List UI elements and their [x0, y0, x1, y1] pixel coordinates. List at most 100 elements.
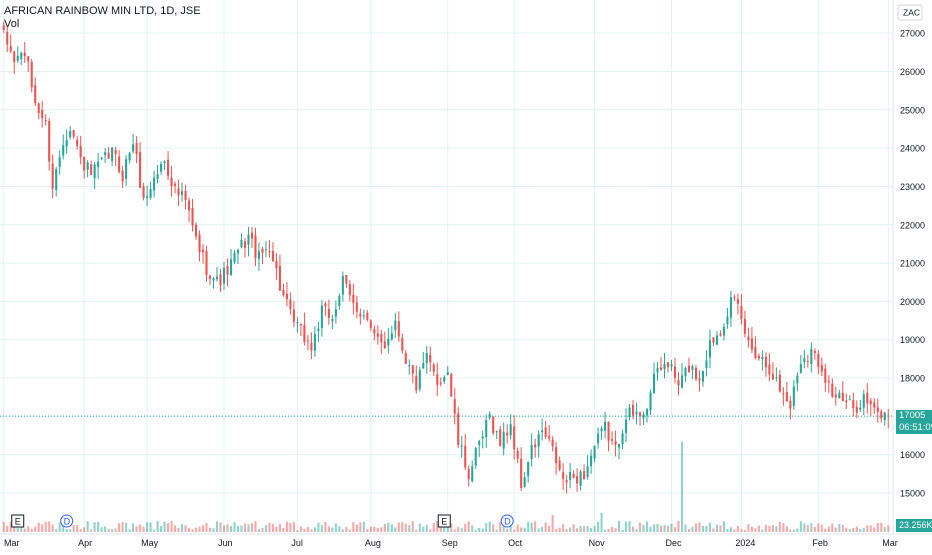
candle [607, 421, 610, 452]
candle [222, 261, 226, 290]
candle [320, 300, 323, 337]
volume-bar [247, 524, 250, 532]
candle [799, 355, 802, 374]
candle-body [495, 431, 498, 433]
candle [404, 350, 407, 364]
volume-bar [41, 524, 44, 532]
candle-body [194, 224, 198, 237]
candle [831, 378, 834, 398]
candle-body [187, 200, 191, 211]
candle-body [13, 51, 16, 62]
volume-bar [226, 524, 229, 532]
candle-body [23, 52, 26, 57]
volume-bar [107, 528, 110, 532]
candle [76, 135, 79, 150]
volume-bar [631, 526, 635, 532]
volume-bar [132, 523, 135, 532]
candle [866, 383, 869, 414]
candle [453, 388, 456, 425]
candle [551, 436, 554, 452]
candle-body [474, 448, 477, 466]
candle [79, 135, 82, 165]
marker-letter: D [504, 517, 511, 527]
candle-body [663, 363, 666, 370]
volume-bar [817, 523, 820, 532]
candle [44, 114, 47, 126]
candle-body [97, 161, 100, 168]
candle-body [2, 25, 5, 30]
candle-body [65, 140, 68, 147]
candle [841, 381, 844, 402]
volume-bar [687, 529, 691, 532]
volume-bar [824, 528, 827, 532]
candle [310, 332, 313, 360]
volume-bar [425, 524, 428, 532]
candle-body [268, 251, 271, 253]
candle-body [243, 241, 247, 248]
dividend-marker[interactable]: D [60, 514, 74, 528]
volume-bar [170, 521, 173, 532]
candle-body [611, 439, 614, 441]
candle-body [698, 378, 701, 381]
candle [838, 389, 841, 399]
volume-bar [201, 525, 205, 532]
candle [806, 354, 809, 368]
candle [380, 329, 383, 355]
volume-bar [443, 523, 446, 532]
volume-bar [93, 522, 96, 532]
volume-bar [324, 521, 327, 532]
volume-bar [701, 525, 705, 532]
volume-bar [803, 523, 806, 532]
volume-bar [313, 527, 316, 532]
candle-body [638, 412, 642, 417]
volume-indicator-label[interactable]: Vol [4, 18, 20, 30]
volume-bar [880, 522, 883, 532]
candle [492, 416, 495, 436]
volume-bar [215, 521, 219, 532]
candle-body [652, 373, 656, 393]
volume-bar [254, 521, 257, 532]
candle [796, 372, 799, 392]
earnings-marker[interactable]: E [437, 514, 451, 528]
volume-bar [649, 526, 652, 532]
candle [128, 151, 131, 164]
volume-bar [257, 528, 261, 532]
candle [51, 154, 54, 199]
currency-tag [897, 4, 923, 21]
earnings-marker[interactable]: E [11, 514, 25, 528]
candle [355, 295, 358, 319]
dividend-marker[interactable]: D [500, 514, 514, 528]
volume-bar [586, 526, 589, 532]
candle-body [450, 374, 453, 397]
candle-body [191, 208, 194, 226]
volume-bar [611, 526, 614, 532]
candle [698, 370, 701, 392]
candle-body [250, 232, 254, 239]
candle [125, 155, 128, 187]
candle [275, 252, 278, 280]
candle [579, 470, 582, 491]
candle [359, 308, 362, 325]
candle [219, 269, 222, 293]
volume-bar [156, 521, 159, 532]
candle-body [341, 276, 344, 295]
symbol-title[interactable]: AFRICAN RAINBOW MIN LTD, 1D, JSE [4, 5, 201, 17]
candle-body [558, 460, 561, 470]
volume-bar [125, 522, 128, 532]
volume-bar [569, 527, 572, 532]
candle [6, 25, 9, 53]
price-tick-label: 16000 [900, 450, 925, 460]
volume-bar [736, 525, 739, 532]
price-tick-label: 27000 [900, 29, 925, 39]
candle [303, 312, 306, 346]
candle [306, 334, 309, 351]
candle [401, 333, 404, 354]
volume-bar [27, 526, 30, 532]
candle-body [324, 303, 327, 307]
candle-body [572, 473, 575, 478]
candle-body [205, 251, 208, 275]
candle-body [345, 274, 348, 284]
